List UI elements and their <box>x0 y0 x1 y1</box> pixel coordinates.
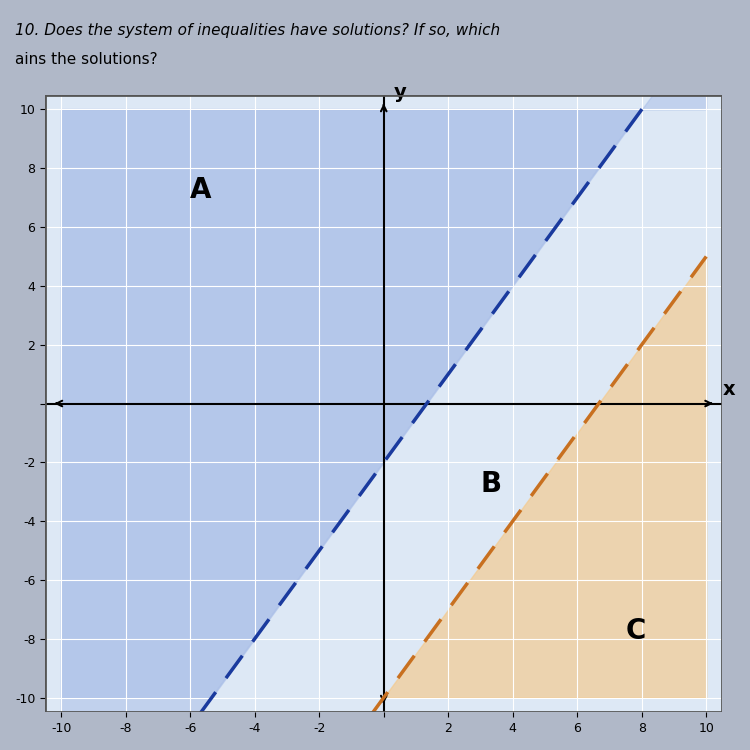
Text: x: x <box>722 380 735 399</box>
Text: A: A <box>190 176 211 204</box>
Text: C: C <box>626 616 646 645</box>
Text: ains the solutions?: ains the solutions? <box>15 53 158 68</box>
Text: B: B <box>481 470 502 498</box>
Text: 10. Does the system of inequalities have solutions? If so, which: 10. Does the system of inequalities have… <box>15 22 500 38</box>
Text: y: y <box>394 82 406 102</box>
